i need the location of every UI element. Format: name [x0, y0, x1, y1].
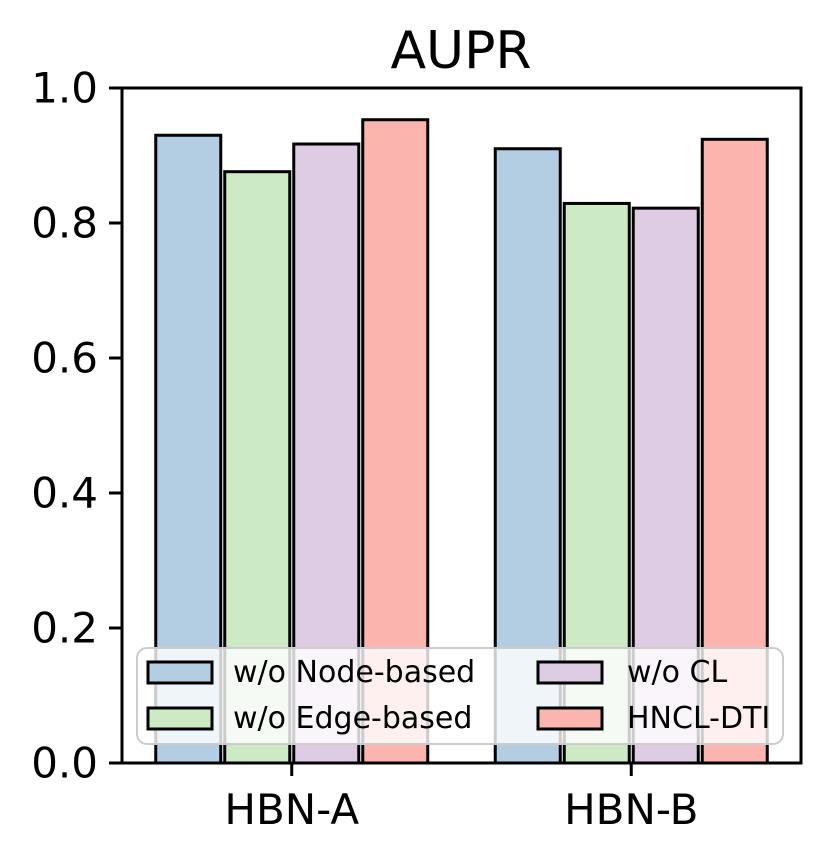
- legend-label-w-o-node-based: w/o Node-based: [233, 655, 475, 690]
- y-tick-label: 0.0: [31, 739, 98, 788]
- legend-swatch-w-o-edge-based: [146, 706, 214, 731]
- legend-label-w-o-edge-based: w/o Edge-based: [233, 701, 472, 736]
- x-tick-label-hbn-a: HBN-A: [224, 785, 359, 834]
- x-tick-label-hbn-b: HBN-B: [564, 785, 698, 834]
- legend: w/o Node-based w/o Edge-based w/o CL HNCL-D…: [136, 647, 784, 745]
- legend-swatch-w-o-node-based: [146, 660, 214, 685]
- y-tick-label: 0.4: [31, 469, 98, 518]
- y-tick-label: 0.2: [31, 604, 98, 653]
- y-tick-label: 1.0: [31, 64, 98, 113]
- legend-box: [136, 647, 784, 745]
- legend-swatch-hncl-dti: [536, 706, 604, 731]
- legend-label-w-o-cl: w/o CL: [627, 655, 727, 690]
- y-tick-label: 0.8: [31, 199, 98, 248]
- axes-spines: [120, 86, 803, 765]
- y-tick-label: 0.6: [31, 334, 98, 383]
- legend-swatch-w-o-cl: [536, 660, 604, 685]
- chart-title: AUPR: [390, 21, 531, 81]
- legend-label-hncl-dti: HNCL-DTI: [627, 701, 770, 736]
